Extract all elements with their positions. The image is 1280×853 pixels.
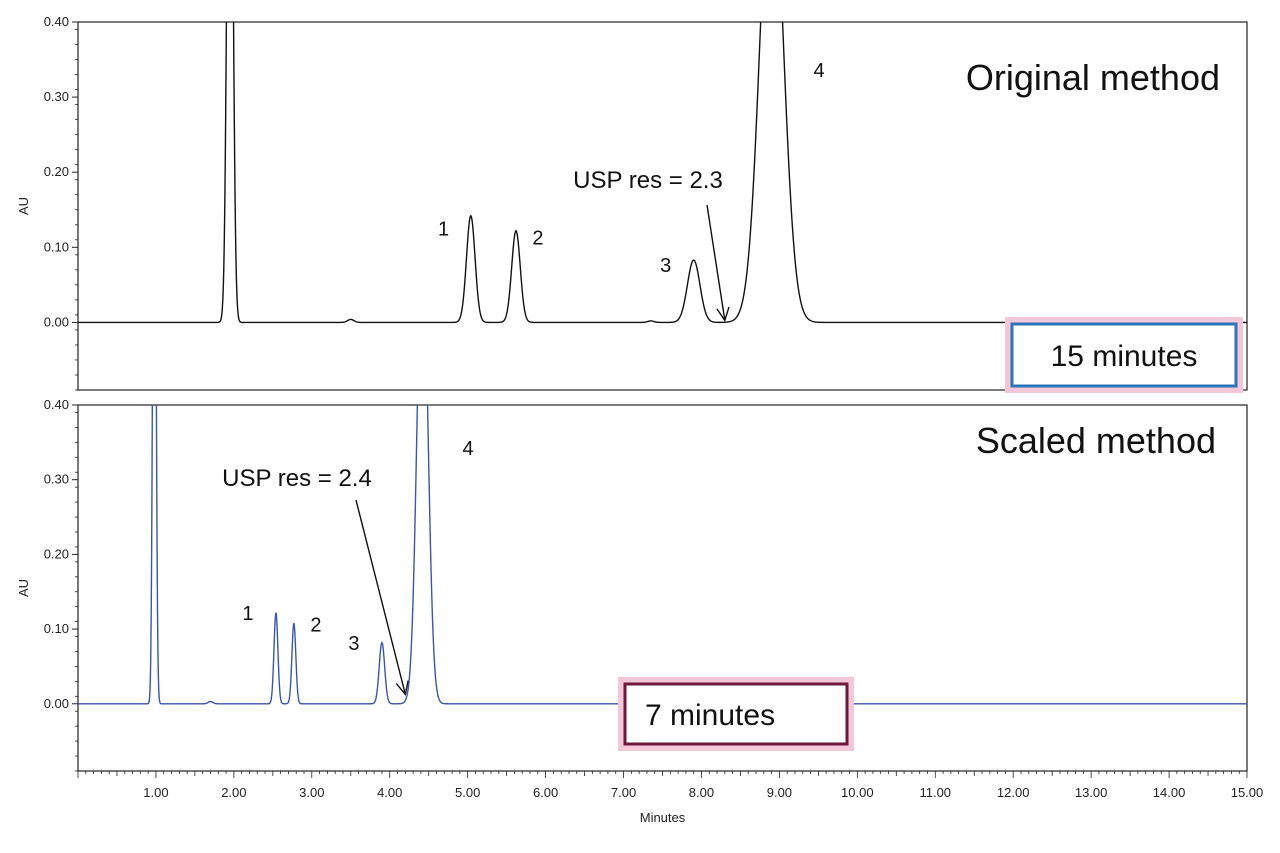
y-tick-label: 0.10 [44, 239, 69, 254]
peak-label-2: 2 [532, 227, 543, 249]
x-tick-label: 4.00 [377, 785, 402, 800]
usp-resolution-label: USP res = 2.3 [573, 167, 723, 194]
runtime-box [623, 682, 849, 746]
y-tick-label: 0.40 [44, 14, 69, 29]
peak-label-3: 3 [348, 633, 359, 655]
peak-label-2: 2 [310, 614, 321, 636]
x-tick-label: 12.00 [997, 785, 1030, 800]
peak-label-1: 1 [242, 603, 253, 625]
x-tick-label: 11.00 [919, 785, 951, 800]
runtime-label: 7 minutes [645, 699, 775, 732]
x-tick-label: 7.00 [611, 785, 636, 800]
original-method-panel: 0.00 0.10 0.20 0.30 0.40 AU 1 2 3 4 USP res = 2.3 O… [16, 14, 1248, 393]
x-tick-label: 5.00 [455, 785, 480, 800]
x-tick-label: 8.00 [689, 785, 714, 800]
method-label: Scaled method [976, 420, 1216, 461]
y-axis-label: AU [16, 579, 31, 597]
y-tick-label: 0.00 [44, 314, 69, 329]
x-tick-label: 1.00 [143, 785, 168, 800]
x-tick-label: 10.00 [841, 785, 874, 800]
runtime-box [1010, 322, 1238, 388]
peak-label-4: 4 [813, 60, 824, 82]
peak-label-4: 4 [462, 438, 473, 460]
usp-resolution-label: USP res = 2.4 [222, 465, 372, 492]
y-axis-label: AU [16, 197, 31, 215]
runtime-box-glow [1005, 317, 1243, 393]
x-tick-label: 2.00 [221, 785, 246, 800]
x-tick-label: 13.00 [1075, 785, 1108, 800]
runtime-box-glow [618, 677, 854, 751]
x-tick-label: 9.00 [767, 785, 792, 800]
y-tick-label: 0.20 [44, 546, 69, 561]
peak-label-3: 3 [660, 255, 671, 277]
resolution-arrow [355, 499, 406, 695]
resolution-arrow [706, 204, 726, 321]
x-tick-label: 15.00 [1231, 785, 1264, 800]
resolution-arrowhead [395, 680, 409, 696]
y-tick-label: 0.10 [44, 621, 69, 636]
method-label: Original method [966, 57, 1220, 98]
y-tick-label: 0.40 [44, 397, 69, 412]
resolution-arrowhead [716, 306, 730, 322]
runtime-label: 15 minutes [1051, 340, 1198, 373]
x-tick-label: 14.00 [1153, 785, 1186, 800]
x-axis-label: Minutes [640, 810, 686, 825]
y-tick-label: 0.30 [44, 472, 69, 487]
y-tick-label: 0.30 [44, 89, 69, 104]
x-tick-label: 3.00 [299, 785, 324, 800]
scaled-method-panel: 0.00 0.10 0.20 0.30 0.40 AU 1.00 2.00 3.00 4.00 5.… [16, 397, 1264, 825]
y-tick-label: 0.20 [44, 164, 69, 179]
y-tick-label: 0.00 [44, 696, 69, 711]
x-tick-label: 6.00 [533, 785, 558, 800]
peak-label-1: 1 [438, 218, 449, 240]
